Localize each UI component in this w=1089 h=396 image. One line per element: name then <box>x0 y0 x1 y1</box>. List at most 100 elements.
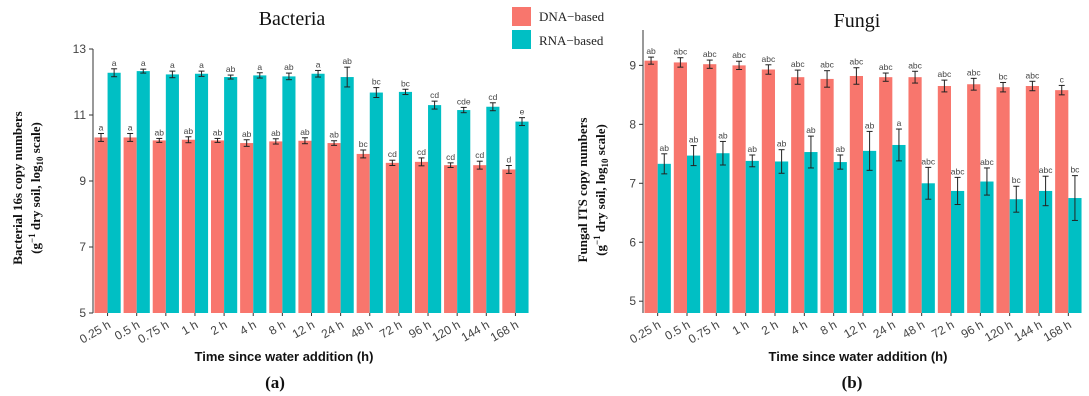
chart-b-sig-label: ab <box>660 143 670 153</box>
chart-a-sig-label: ab <box>271 128 281 138</box>
chart-b-bar-dna <box>908 77 922 314</box>
chart-b-xtick-label: 12 h <box>841 317 868 341</box>
chart-b-ytick-label: 6 <box>629 235 636 249</box>
chart-a-sig-label: cd <box>488 92 497 102</box>
chart-a-sig-label: d <box>507 154 512 164</box>
chart-b-ytick-label: 9 <box>629 58 636 72</box>
chart-a-sig-label: bc <box>372 77 382 87</box>
chart-b-xtick-label: 0.75 h <box>686 317 722 346</box>
chart-a-bar-rna <box>311 73 325 313</box>
chart-b-sig-label: abc <box>879 62 893 72</box>
chart-a-xtick-label: 2 h <box>208 317 229 337</box>
chart-a-bar-rna <box>107 72 121 313</box>
chart-a-sig-label: a <box>199 60 204 70</box>
chart-a-sig-label: e <box>520 107 525 117</box>
chart-a-xtick-label: 0.75 h <box>135 317 171 346</box>
chart-a-sig-label: ab <box>213 127 223 137</box>
chart-a-sig-label: cd <box>446 152 455 162</box>
chart-a-xtick-label: 72 h <box>377 317 404 341</box>
chart-b-xtick-label: 168 h <box>1041 317 1074 344</box>
chart-b-sig-label: abc <box>1026 70 1040 80</box>
chart-a-bar-dna <box>210 140 225 313</box>
chart-a-bar-rna <box>194 73 209 313</box>
chart-a-sig-label: cd <box>388 149 397 159</box>
chart-a-sig-label: ab <box>184 126 194 136</box>
chart-b-bar-dna <box>644 60 658 314</box>
chart-a-ylabel-line1: Bacterial 16s copy numbers <box>10 111 25 264</box>
chart-a-ytick-label: 5 <box>79 306 86 320</box>
chart-b-bar-rna <box>921 183 935 313</box>
chart-b-bar-rna <box>804 152 818 313</box>
chart-b-ylabel-line1: Fungal ITS copy numbers <box>575 118 590 263</box>
chart-a-xtick-label: 4 h <box>237 317 258 337</box>
chart-a-sig-label: a <box>316 59 321 69</box>
legend: DNA−based RNA−based <box>512 7 605 49</box>
chart-a-bar-rna <box>398 91 413 314</box>
chart-a-bar-dna <box>123 137 137 313</box>
chart-a-sig-label: cde <box>457 96 471 106</box>
chart-a-sig-label: a <box>128 122 133 132</box>
chart-a-sig-label: ab <box>329 130 339 140</box>
chart-b-xtick-label: 144 h <box>1011 317 1044 344</box>
chart-a-sig-label: a <box>170 60 175 70</box>
chart-b-bar-dna <box>1025 86 1039 314</box>
chart-a-bar-rna <box>165 74 179 313</box>
chart-b-xtick-label: 72 h <box>929 317 956 341</box>
chart-b-sig-label: abc <box>921 156 935 166</box>
chart-b-sig-label: ab <box>689 135 699 145</box>
chart-b-xtick-label: 4 h <box>788 317 809 337</box>
chart-b-sig-label: abc <box>850 57 864 67</box>
chart-b-sig-label: abc <box>980 157 994 167</box>
chart-a-sig-label: cd <box>417 147 426 157</box>
chart-b-title: Fungi <box>834 10 881 32</box>
chart-a-sig-label: ab <box>242 129 252 139</box>
chart-a-xtick-label: 96 h <box>406 317 433 341</box>
chart-a-xtick-label: 144 h <box>459 317 492 344</box>
chart-b-sig-label: abc <box>820 60 834 70</box>
chart-b-ytick-label: 5 <box>629 294 636 308</box>
chart-b-bar-dna <box>996 87 1010 314</box>
chart-a-sig-label: ab <box>300 127 310 137</box>
chart-b-sig-label: ab <box>777 139 787 149</box>
chart-a-bar-dna <box>502 169 516 313</box>
chart-b-bar-rna <box>1039 190 1053 313</box>
chart-b-ylabel-line2: (g−1 dry soil, log10 scale) <box>592 124 610 256</box>
chart-a-sig-label: cd <box>475 150 484 160</box>
chart-b-bar-dna <box>879 77 893 314</box>
chart-b-sig-label: abc <box>951 166 965 176</box>
chart-a-bar-dna <box>94 137 108 313</box>
chart-a-sig-label: ab <box>226 64 236 74</box>
chart-a-bar-dna <box>385 162 399 313</box>
chart-a-bar-dna <box>181 139 195 313</box>
chart-b-bar-dna <box>732 65 746 313</box>
chart-a-bar-rna <box>428 105 442 313</box>
chart-b-bar-rna <box>951 190 965 313</box>
chart-b-sig-label: c <box>1060 74 1065 84</box>
chart-b-ylabel: Fungal ITS copy numbers (g−1 dry soil, l… <box>575 118 610 263</box>
chart-b-sig-label: abc <box>967 67 981 77</box>
chart-a-bar-rna <box>515 121 529 313</box>
chart-b-sig-label: abc <box>703 49 717 59</box>
chart-a-sig-label: ab <box>342 56 352 66</box>
chart-b-sig-label: ab <box>865 120 875 130</box>
chart-b-xtick-label: 48 h <box>900 317 927 341</box>
chart-a-bar-rna <box>136 71 150 313</box>
chart-a-sig-label: bc <box>359 139 369 149</box>
chart-a-bar-dna <box>444 165 458 313</box>
chart-b-bar-dna <box>820 78 834 313</box>
chart-a-bar-dna <box>152 140 166 313</box>
chart-a-xtick-label: 24 h <box>319 317 346 341</box>
chart-a-ytick-label: 7 <box>79 240 86 254</box>
chart-b-bar-dna <box>937 86 951 314</box>
chart-a-bar-rna <box>340 77 354 313</box>
legend-label-rna: RNA−based <box>539 33 604 48</box>
chart-a-sig-label: ab <box>284 62 294 72</box>
chart-b-xtick-label: 1 h <box>730 317 751 337</box>
chart-a-ylabel: Bacterial 16s copy numbers (g−1 dry soil… <box>10 111 45 264</box>
chart-a-sig-label: ab <box>155 127 165 137</box>
chart-b-sig-label: ab <box>718 130 728 140</box>
chart-b-bar-dna <box>967 84 981 313</box>
chart-b-sig-label: a <box>897 118 902 128</box>
